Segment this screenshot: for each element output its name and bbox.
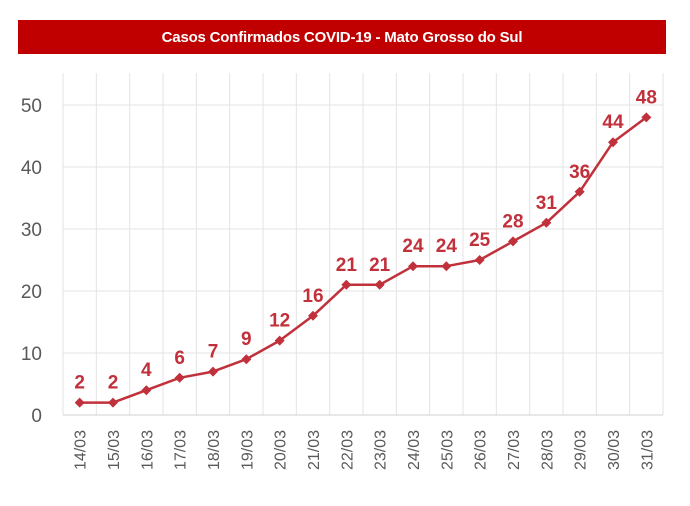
diamond-marker [541,217,552,228]
data-label: 16 [302,286,323,307]
chart-title: Casos Confirmados COVID-19 - Mato Grosso… [161,28,523,46]
data-label: 36 [569,162,590,183]
diamond-marker [174,372,185,383]
data-label: 7 [208,342,219,363]
data-label: 28 [502,211,523,232]
x-tick-label: 31/03 [639,430,656,470]
x-tick-label: 23/03 [373,430,390,470]
data-label: 21 [369,255,391,276]
x-tick-label: 30/03 [606,430,623,470]
diamond-marker [74,397,85,408]
x-tick-label: 17/03 [173,430,190,470]
data-label: 4 [141,360,152,381]
data-label: 9 [241,329,252,350]
chart-title-banner: Casos Confirmados COVID-19 - Mato Grosso… [18,20,666,54]
y-tick-label: 40 [21,158,42,179]
x-tick-label: 21/03 [306,430,323,470]
diamond-marker [241,354,252,365]
diamond-marker [574,186,585,197]
diamond-marker [341,279,352,290]
diamond-marker [208,366,218,377]
x-tick-label: 28/03 [539,430,556,470]
diamond-marker [374,279,385,290]
x-tick-label: 27/03 [506,430,523,470]
diamond-marker [141,385,152,396]
diamond-marker [474,255,485,265]
y-tick-label: 50 [21,96,42,117]
y-axis: 0 10 20 30 40 50 [21,96,42,427]
x-axis: 14/03 15/03 16/03 17/03 18/03 19/03 20/03 21/03… [73,430,657,470]
data-label: 24 [436,236,458,257]
data-label: 48 [636,87,657,108]
data-label: 2 [74,373,85,394]
diamond-marker [508,236,518,247]
diamond-marker [308,310,318,321]
x-tick-label: 16/03 [139,430,156,470]
gridlines [62,73,664,416]
x-tick-label: 22/03 [339,430,356,470]
x-tick-label: 26/03 [473,430,490,470]
x-tick-label: 20/03 [273,430,290,470]
data-label: 31 [536,193,558,214]
x-tick-label: 19/03 [239,430,256,470]
data-label: 2 [108,373,119,394]
x-tick-label: 25/03 [439,430,456,470]
x-tick-label: 24/03 [406,430,423,470]
diamond-marker [274,335,285,346]
x-tick-label: 15/03 [106,430,123,470]
diamond-marker [108,397,118,408]
data-label: 44 [602,112,624,133]
data-label: 24 [402,236,424,257]
y-tick-label: 30 [21,220,42,241]
x-tick-label: 18/03 [206,430,223,470]
diamond-marker [608,137,618,148]
data-label: 6 [174,348,185,369]
data-label: 25 [469,230,491,251]
data-label: 21 [336,255,358,276]
diamond-marker [408,261,418,272]
x-tick-label: 14/03 [73,430,90,470]
data-label: 12 [269,311,290,332]
y-tick-label: 20 [21,282,42,303]
series-line [79,116,648,404]
x-tick-label: 29/03 [573,430,590,470]
diamond-marker [641,112,652,123]
diamond-marker [441,261,452,272]
y-tick-label: 0 [31,406,42,427]
y-tick-label: 10 [21,344,42,365]
